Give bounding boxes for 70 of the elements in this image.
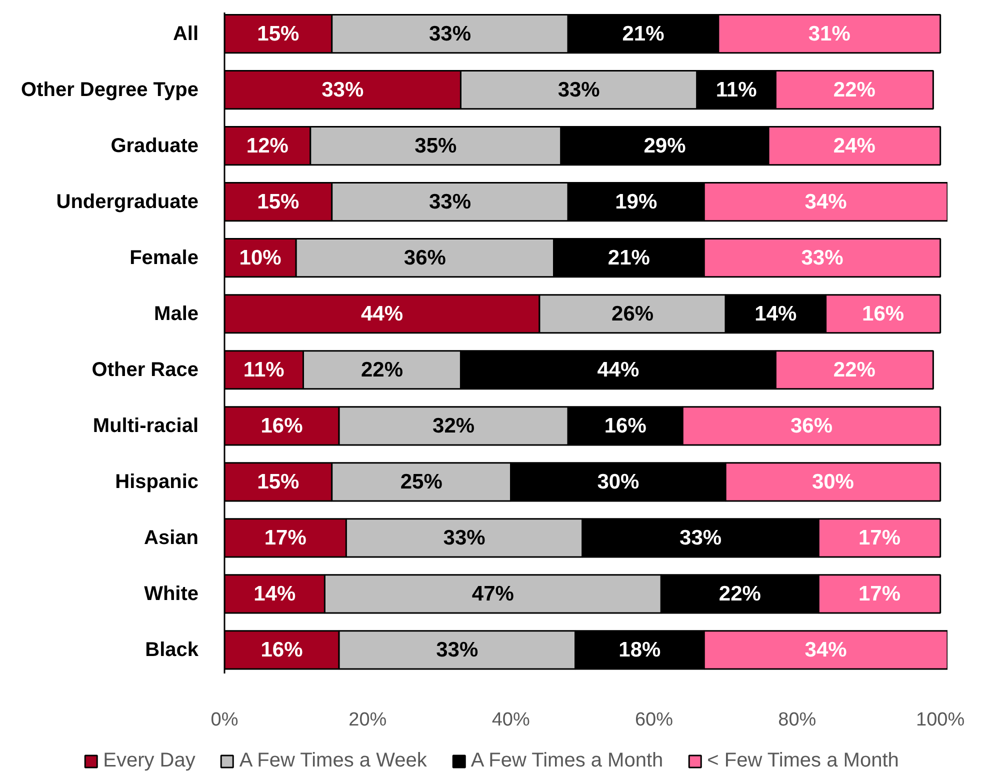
data-label: 16% <box>604 414 647 438</box>
data-label: 12% <box>246 134 289 158</box>
y-tick-label: Female <box>130 246 199 269</box>
y-tick-label: Hispanic <box>115 470 198 493</box>
data-label: 33% <box>680 526 722 550</box>
data-label: 10% <box>239 246 282 270</box>
data-label: 34% <box>804 190 848 214</box>
data-label: 22% <box>833 78 876 102</box>
legend-label: < Few Times a Month <box>707 749 899 772</box>
y-tick-label: Undergraduate <box>56 190 199 213</box>
data-label: 33% <box>801 246 844 270</box>
data-label: 19% <box>615 190 658 214</box>
data-label: 33% <box>428 22 472 46</box>
data-label: 33% <box>436 638 478 662</box>
data-label: 33% <box>322 78 364 102</box>
data-label: 22% <box>718 582 762 606</box>
data-label: 22% <box>360 358 404 382</box>
data-label: 30% <box>597 470 640 494</box>
data-label: 33% <box>558 78 600 102</box>
data-label: 25% <box>400 470 443 494</box>
x-tick-label: 80% <box>778 710 816 730</box>
data-label: 17% <box>264 526 307 550</box>
data-label: 14% <box>754 302 798 326</box>
data-label: 15% <box>257 22 300 46</box>
legend-label: A Few Times a Month <box>470 749 664 772</box>
data-label: 24% <box>833 134 876 158</box>
data-label: 17% <box>858 582 901 606</box>
y-tick-label: All <box>172 22 199 45</box>
data-label: 21% <box>608 246 650 270</box>
data-label: 32% <box>432 414 475 438</box>
y-tick-label: White <box>144 582 199 605</box>
y-tick-label: Asian <box>144 526 199 549</box>
data-label: 44% <box>360 302 404 326</box>
data-label: 35% <box>414 134 458 158</box>
x-tick-label: 100% <box>916 710 965 730</box>
x-tick-label: 60% <box>634 710 674 730</box>
data-label: 36% <box>404 246 446 270</box>
data-label: 30% <box>812 470 854 494</box>
data-label: 15% <box>257 190 300 214</box>
data-label: 18% <box>618 638 662 662</box>
x-tick-label: 40% <box>492 710 530 730</box>
y-tick-label: Male <box>154 302 199 325</box>
data-label: 33% <box>443 526 486 550</box>
data-label: 33% <box>428 190 472 214</box>
data-label: 26% <box>612 302 654 326</box>
data-label: 36% <box>790 414 833 438</box>
data-label: 14% <box>254 582 296 606</box>
data-label: 17% <box>858 526 901 550</box>
data-label: 47% <box>472 582 514 606</box>
data-label: 11% <box>243 358 285 382</box>
data-label: 11% <box>716 78 758 102</box>
data-label: 29% <box>644 134 686 158</box>
data-label: 16% <box>260 414 304 438</box>
data-label: 15% <box>257 470 300 494</box>
legend-label: Every Day <box>103 749 196 772</box>
y-tick-label: Other Race <box>92 358 199 381</box>
y-tick-label: Black <box>145 638 200 661</box>
y-tick-label: Multi-racial <box>92 414 198 437</box>
x-tick-label: 20% <box>348 710 387 730</box>
data-label: 22% <box>833 358 876 382</box>
legend-label: A Few Times a Week <box>239 749 427 772</box>
data-label: 44% <box>597 358 640 382</box>
data-label: 16% <box>862 302 904 326</box>
y-tick-label: Graduate <box>110 134 199 157</box>
y-tick-label: Other Degree Type <box>21 78 199 101</box>
data-label: 16% <box>260 638 304 662</box>
data-label: 31% <box>808 22 851 46</box>
data-label: 34% <box>804 638 848 662</box>
x-tick-label: 0% <box>210 710 238 730</box>
data-label: 21% <box>622 22 665 46</box>
